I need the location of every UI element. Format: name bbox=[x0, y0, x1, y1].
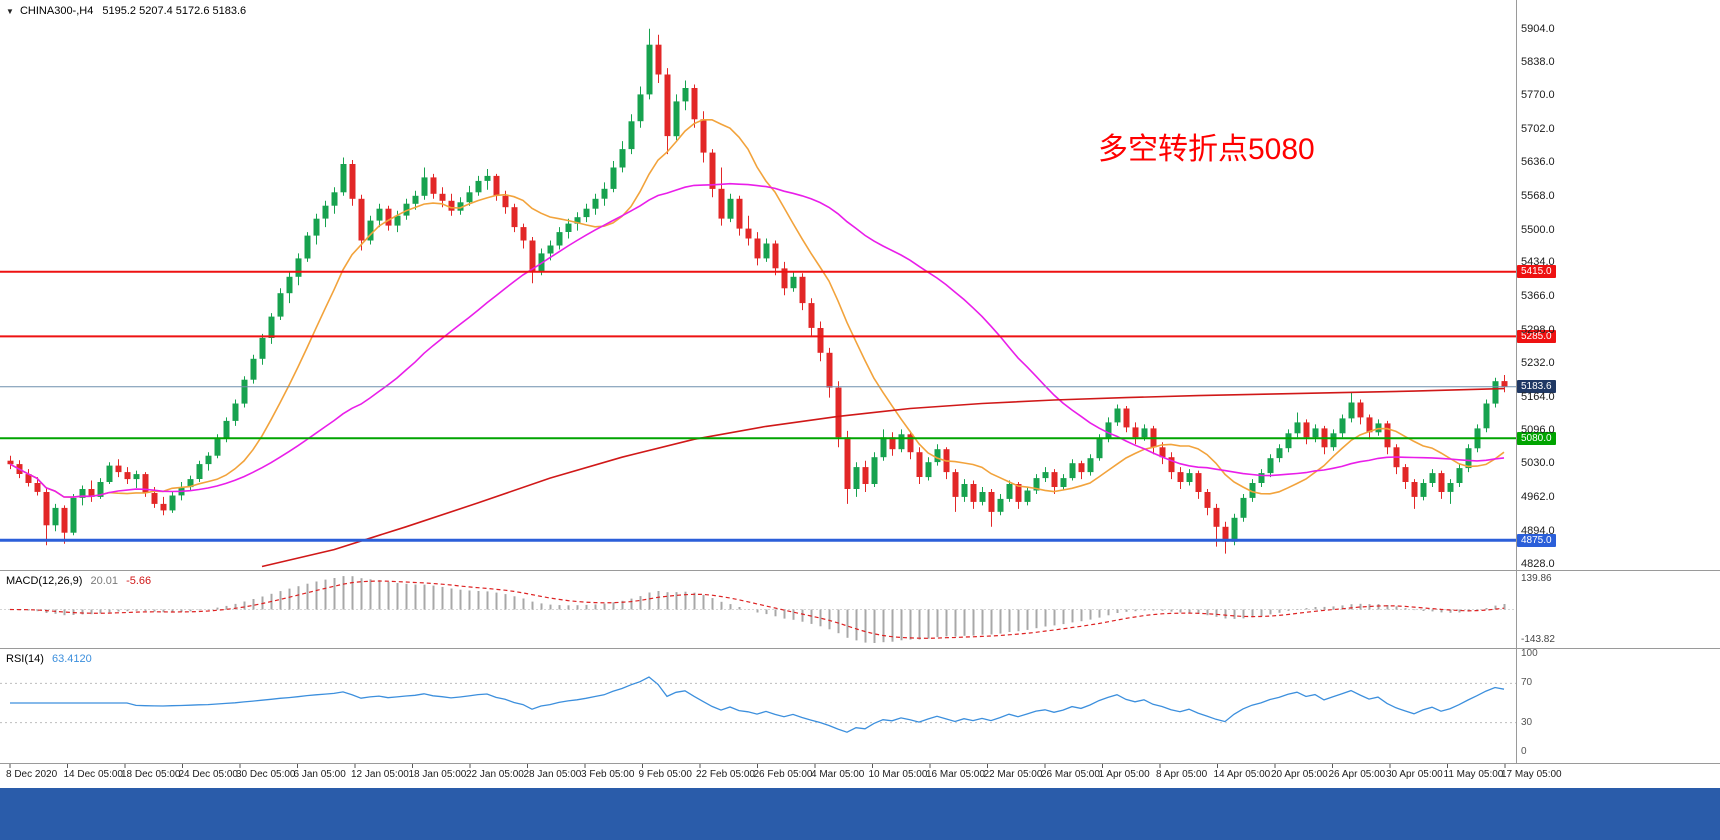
macd-main-value: 20.01 bbox=[90, 575, 119, 587]
macd-axis-min-label: -143.82 bbox=[1521, 634, 1555, 645]
macd-label-row: MACD(12,26,9) 20.01 -5.66 bbox=[6, 575, 151, 587]
rsi-value: 63.4120 bbox=[51, 653, 92, 665]
bottom-bar bbox=[0, 788, 1720, 840]
symbol-timeframe-label: CHINA300-,H4 bbox=[19, 5, 94, 17]
macd-signal-line bbox=[9, 580, 1505, 639]
rsi-line bbox=[10, 676, 1505, 733]
rsi-indicator-label: RSI(14) bbox=[6, 653, 44, 665]
moving-average-ma-slow bbox=[261, 387, 1505, 568]
chart-canvas[interactable] bbox=[0, 0, 1720, 788]
macd-signal-value: -5.66 bbox=[126, 575, 152, 587]
ohlc-values: 5195.2 5207.4 5172.6 5183.6 bbox=[102, 5, 247, 17]
symbol-info-bar: ▼ CHINA300-,H4 5195.2 5207.4 5172.6 5183… bbox=[6, 5, 246, 17]
moving-average-ma-fast bbox=[9, 119, 1505, 498]
moving-average-ma-mid bbox=[9, 182, 1505, 498]
rsi-label-row: RSI(14) 63.4120 bbox=[6, 653, 92, 665]
macd-indicator-label: MACD(12,26,9) bbox=[6, 575, 83, 587]
chart-annotation-text: 多空转折点5080 bbox=[1098, 133, 1315, 166]
macd-axis-max-label: 139.86 bbox=[1521, 573, 1552, 584]
symbol-dropdown-icon[interactable]: ▼ bbox=[6, 7, 14, 16]
